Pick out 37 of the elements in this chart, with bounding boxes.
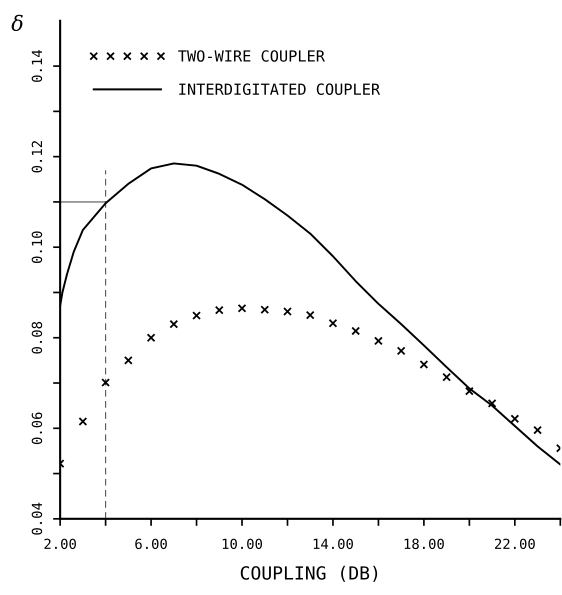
point <box>101 378 110 387</box>
x-axis-title: COUPLING (DB) <box>240 566 378 582</box>
y-tick-label: 0.08 <box>32 322 42 354</box>
point <box>510 414 520 424</box>
x-tick-label: 18.00 <box>404 538 444 550</box>
legend-label: TWO-WIRE COUPLER <box>178 50 325 62</box>
point <box>260 305 270 314</box>
x-tick-label: 14.00 <box>314 538 353 550</box>
x-tick-label: 10.00 <box>222 538 262 550</box>
y-axis-title: δ <box>12 14 23 31</box>
legend-label: INTERDIGITATED COUPLER <box>179 83 380 95</box>
y-tick-label: 0.14 <box>32 50 42 82</box>
point <box>464 386 474 396</box>
point <box>442 372 452 382</box>
point <box>488 399 496 408</box>
point <box>328 318 338 328</box>
point <box>374 336 383 346</box>
point <box>192 311 201 320</box>
point <box>124 356 133 365</box>
x-tick-label: 2.00 <box>44 538 76 550</box>
y-tick-label: 0.06 <box>32 412 42 444</box>
point <box>396 346 406 356</box>
x-tick-label: 22.00 <box>494 538 535 550</box>
y-tick-label: 0.04 <box>32 502 42 535</box>
point <box>214 306 224 315</box>
point <box>306 310 315 320</box>
point <box>238 304 246 313</box>
point <box>169 320 178 329</box>
point <box>78 417 88 426</box>
point <box>420 360 428 369</box>
point <box>283 307 292 316</box>
point <box>351 326 360 336</box>
point <box>146 333 156 342</box>
point <box>533 426 542 434</box>
y-tick-label: 0.12 <box>32 141 42 172</box>
y-tick-label: 0.10 <box>32 231 42 264</box>
x-tick-label: 6.00 <box>135 538 167 550</box>
